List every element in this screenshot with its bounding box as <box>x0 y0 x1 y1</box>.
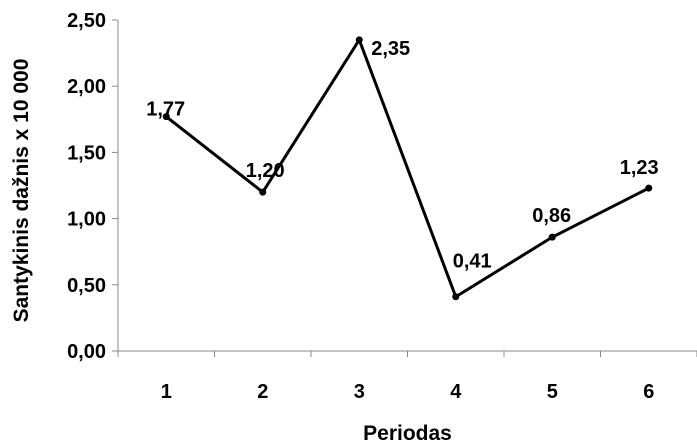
x-tick-label: 2 <box>257 381 268 403</box>
data-point <box>355 36 363 44</box>
x-tick-label: 1 <box>161 381 172 403</box>
data-label: 1,23 <box>620 157 659 179</box>
x-tick-label: 3 <box>354 381 365 403</box>
y-tick-label: 0,00 <box>67 341 106 363</box>
y-axis-title: Santykinis dažnis x 10 000 <box>10 59 33 323</box>
y-axis: 0,00 0,50 1,00 1,50 2,00 2,50 <box>67 10 119 363</box>
x-axis-title: Periodas <box>363 422 452 445</box>
series-line-group <box>162 36 653 301</box>
y-tick-label: 2,00 <box>67 76 106 98</box>
x-tick-label: 4 <box>450 381 462 403</box>
data-point <box>548 233 556 241</box>
x-tick-label: 6 <box>643 381 654 403</box>
y-tick-label: 0,50 <box>67 275 106 297</box>
data-label: 0,86 <box>532 205 571 227</box>
y-tick-label: 2,50 <box>67 10 106 32</box>
x-axis: 1 2 3 4 5 6 <box>117 350 697 403</box>
data-label: 0,41 <box>453 251 492 273</box>
y-tick-label: 1,50 <box>67 142 106 164</box>
series-line <box>165 36 650 299</box>
data-labels: 1,77 1,20 2,35 0,41 0,86 1,23 <box>146 38 658 273</box>
data-point <box>645 184 653 192</box>
y-tick-label: 1,00 <box>67 209 106 231</box>
x-tick-label: 5 <box>547 381 558 403</box>
data-point <box>452 293 460 301</box>
data-point <box>162 113 170 121</box>
data-point <box>259 188 267 196</box>
data-label: 2,35 <box>371 38 410 60</box>
data-label: 1,20 <box>246 160 285 182</box>
data-label: 1,77 <box>146 99 185 121</box>
